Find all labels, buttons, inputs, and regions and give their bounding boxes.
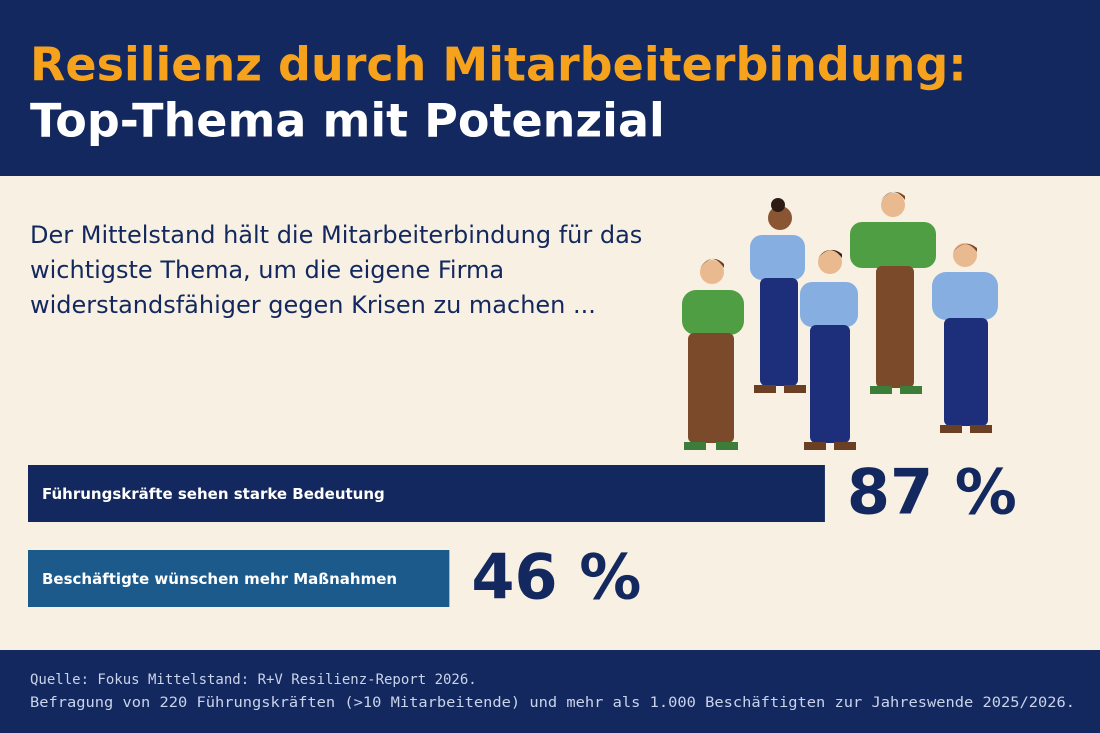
chart-title: Resilienz durch Mitarbeiterbindung: [30, 38, 967, 92]
source: Quelle: Fokus Mittelstand: R+V Resilienz… [30, 672, 477, 688]
description: Der Mittelstand hält die Mitarbeiterbind… [30, 221, 643, 319]
bar-label: Beschäftigte wünschen mehr Maßnahmen [42, 570, 397, 588]
bar [28, 550, 450, 607]
value-label: 87 % [847, 456, 1017, 529]
people-illustration [682, 191, 998, 450]
footer-background [0, 650, 1100, 733]
chart-subtitle: Top-Thema mit Potenzial [30, 94, 665, 148]
value-label: 46 % [471, 541, 641, 614]
bar-label: Führungskräfte sehen starke Bedeutung [42, 485, 385, 503]
note: Befragung von 220 Führungskräften (>10 M… [30, 695, 1075, 711]
bar [28, 465, 825, 522]
header-background [0, 0, 1100, 176]
